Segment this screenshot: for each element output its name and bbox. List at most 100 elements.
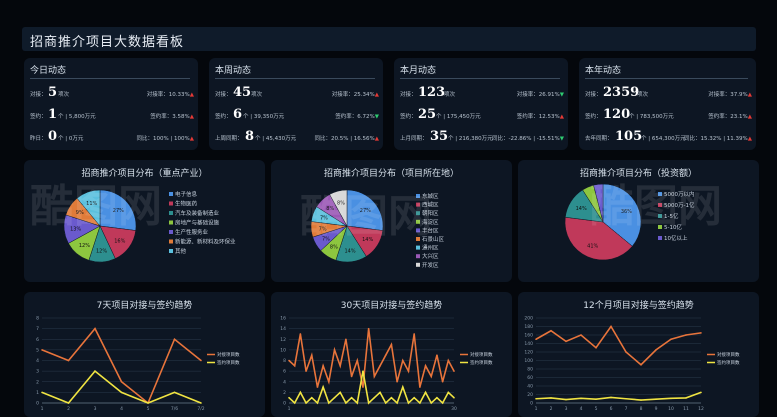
data-point xyxy=(367,402,370,404)
data-point xyxy=(293,402,296,404)
pie-slice xyxy=(346,189,384,231)
y-tick-label: 160 xyxy=(524,333,533,339)
stat-label: 对接： xyxy=(585,92,602,98)
stat-row: 上周同期： 8 个 | 45,430万元 同比：20.5% | 16.56%▲ xyxy=(215,129,379,144)
stat-value: 5 xyxy=(48,85,58,100)
pie-slice xyxy=(76,189,101,227)
arrow-up-icon: ▲ xyxy=(374,136,379,142)
legend-label: 汽车及装备制造业 xyxy=(175,209,220,217)
legend-swatch xyxy=(416,202,420,207)
y-tick-label: 6 xyxy=(36,337,39,343)
stat-unit: 项次 xyxy=(58,92,70,98)
data-point xyxy=(373,375,376,378)
y-tick-label: 10 xyxy=(280,347,286,353)
stat-panel: 本周动态 对接： 45 项次 对接率：25.34%▲ 签约： 6 个 | 39,350万元 签约… xyxy=(209,58,383,150)
y-tick-label: 12 xyxy=(280,337,286,343)
y-tick-label: 100 xyxy=(524,358,533,364)
stat-value: 120 xyxy=(603,107,631,122)
data-point xyxy=(565,340,567,343)
data-point xyxy=(379,365,381,367)
legend-label: 10亿以上 xyxy=(664,234,688,242)
y-tick-label: 0 xyxy=(283,401,286,407)
pie-slice-label: 27% xyxy=(360,208,371,214)
arrow-down-icon: ▼ xyxy=(559,136,564,142)
pie-slice-label: 8% xyxy=(330,245,338,251)
stat-unit: 个 | 216,380万元 xyxy=(448,136,493,142)
stat-value: 2359 xyxy=(603,85,640,100)
data-point xyxy=(390,343,393,346)
data-point xyxy=(700,332,702,334)
chart-title: 招商推介项目分布（投资额） xyxy=(579,169,697,179)
data-point xyxy=(401,386,404,388)
legend-label: 西城区 xyxy=(422,202,439,209)
legend-swatch xyxy=(169,239,173,244)
arrow-up-icon: ▲ xyxy=(559,114,564,120)
data-point xyxy=(407,370,410,372)
legend-label: 签约项目数 xyxy=(217,359,240,366)
x-tick-label: 10 xyxy=(668,406,674,412)
data-point xyxy=(147,402,149,404)
pie-slice xyxy=(99,189,137,231)
stat-value: 105 xyxy=(615,129,643,144)
stat-heading: 今日动态 xyxy=(30,66,67,76)
legend-label: 其他 xyxy=(175,247,187,255)
series-line xyxy=(288,370,455,405)
stat-label: 去年同期： xyxy=(585,136,613,142)
stat-value: 35 xyxy=(430,129,449,144)
pie-slice-label: 14% xyxy=(362,237,373,243)
stat-unit: 个 | 175,450万元 xyxy=(436,114,481,120)
dashboard-header: 招商推介项目大数据看板 xyxy=(22,27,756,51)
chart-svg: 27% 16% 12% 12% 13% 9%11% 电子信息生物医药汽车及装备制造业房地产与… xyxy=(63,189,236,263)
legend-label: 大兴区 xyxy=(422,252,439,260)
legend-swatch xyxy=(169,220,173,225)
stat-label: 上周同期： xyxy=(215,136,243,142)
y-tick-label: 200 xyxy=(524,316,533,322)
legend-label: 生产性服务业 xyxy=(175,228,209,236)
pie-chart-panel: 招商推介项目分布（项目所在地） 27% 14% 14% 8% 7% 7% 7% 8% 8% 东城区西… xyxy=(271,160,512,282)
data-point xyxy=(322,386,324,388)
stat-rate-text: 同比：15.32% | 11.39% xyxy=(683,136,748,142)
data-point xyxy=(396,380,398,383)
x-tick-label: 1 xyxy=(535,406,538,412)
data-point xyxy=(430,375,433,378)
data-point xyxy=(173,338,176,341)
pie-slice-label: 36% xyxy=(621,209,632,215)
data-point xyxy=(362,370,364,372)
stat-row: 对接： 2359 项次 对接率：37.9%▲ xyxy=(585,85,752,100)
data-point xyxy=(413,333,415,335)
data-point xyxy=(299,391,302,394)
data-point xyxy=(419,386,421,388)
pie-slice xyxy=(564,216,633,261)
divider xyxy=(215,78,375,79)
data-point xyxy=(640,363,642,366)
data-point xyxy=(535,397,537,400)
data-point xyxy=(288,359,290,362)
legend-swatch xyxy=(658,236,662,240)
data-point xyxy=(565,398,567,401)
data-point xyxy=(350,375,353,378)
series-line xyxy=(288,328,455,388)
stat-unit: 个 | 0万元 xyxy=(58,136,84,142)
data-point xyxy=(328,402,330,404)
stat-value: 1 xyxy=(48,107,58,122)
legend-swatch xyxy=(416,262,420,267)
stat-rate: 对接率：10.33%▲ xyxy=(147,90,194,98)
data-point xyxy=(94,327,96,330)
pie-slice-label: 12% xyxy=(79,243,90,249)
stat-row: 对接： 5 项次 对接率：10.33%▲ xyxy=(30,85,194,100)
legend-label: 石景山区 xyxy=(422,235,445,243)
series-line xyxy=(41,370,202,404)
stat-label: 签约： xyxy=(215,114,232,120)
data-point xyxy=(625,351,627,353)
legend-swatch xyxy=(169,211,173,215)
legend-swatch xyxy=(169,192,173,196)
x-tick-label: 11 xyxy=(683,406,689,412)
y-tick-label: 20 xyxy=(527,392,533,398)
data-point xyxy=(390,396,393,399)
watermark: 酷图网 xyxy=(300,191,432,242)
data-point xyxy=(120,391,123,394)
stat-rate-text: 对接率：25.34% xyxy=(331,92,375,98)
y-tick-label: 180 xyxy=(524,324,533,330)
stat-label: 签约： xyxy=(400,114,417,120)
data-point xyxy=(356,402,359,404)
